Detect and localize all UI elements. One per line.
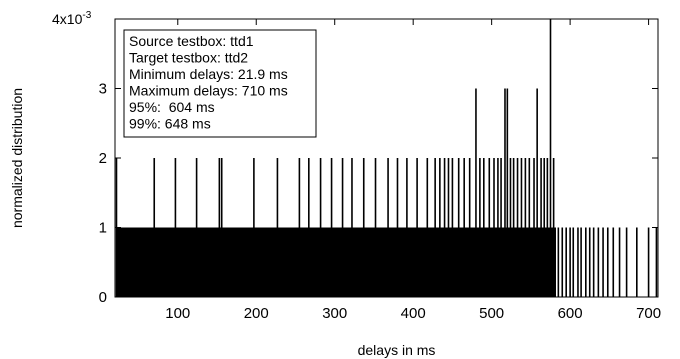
legend-line: 99%: 648 ms bbox=[129, 116, 211, 132]
y-tick-label: 2 bbox=[99, 150, 107, 167]
x-tick-label: 200 bbox=[244, 305, 269, 322]
y-tick-label: 3 bbox=[99, 81, 107, 98]
x-axis-label: delays in ms bbox=[358, 342, 436, 358]
x-tick-label: 100 bbox=[165, 305, 190, 322]
x-tick-label: 500 bbox=[479, 305, 504, 322]
y-tick-label: 0 bbox=[99, 289, 107, 306]
y-axis-label: normalized distribution bbox=[9, 88, 25, 228]
legend-line: Minimum delays: 21.9 ms bbox=[129, 66, 288, 82]
x-tick-label: 300 bbox=[322, 305, 347, 322]
legend-line: Source testbox: ttd1 bbox=[129, 33, 254, 49]
x-tick-label: 700 bbox=[636, 305, 661, 322]
dense-base-band bbox=[116, 227, 556, 297]
legend-line: Maximum delays: 710 ms bbox=[129, 83, 288, 99]
x-tick-label: 400 bbox=[401, 305, 426, 322]
y-tick-label: 1 bbox=[99, 220, 107, 237]
axis-tick-labels: 100 200 300 400 500 600 700 0 1 2 3 bbox=[99, 81, 661, 323]
y-axis-exponent-label: 4x10-3 bbox=[52, 10, 92, 27]
legend-line: Target testbox: ttd2 bbox=[129, 50, 248, 66]
axis-ticks bbox=[115, 18, 658, 298]
x-tick-label: 600 bbox=[558, 305, 583, 322]
legend-line: 95%: 604 ms bbox=[129, 99, 215, 115]
distribution-bars bbox=[115, 19, 658, 297]
